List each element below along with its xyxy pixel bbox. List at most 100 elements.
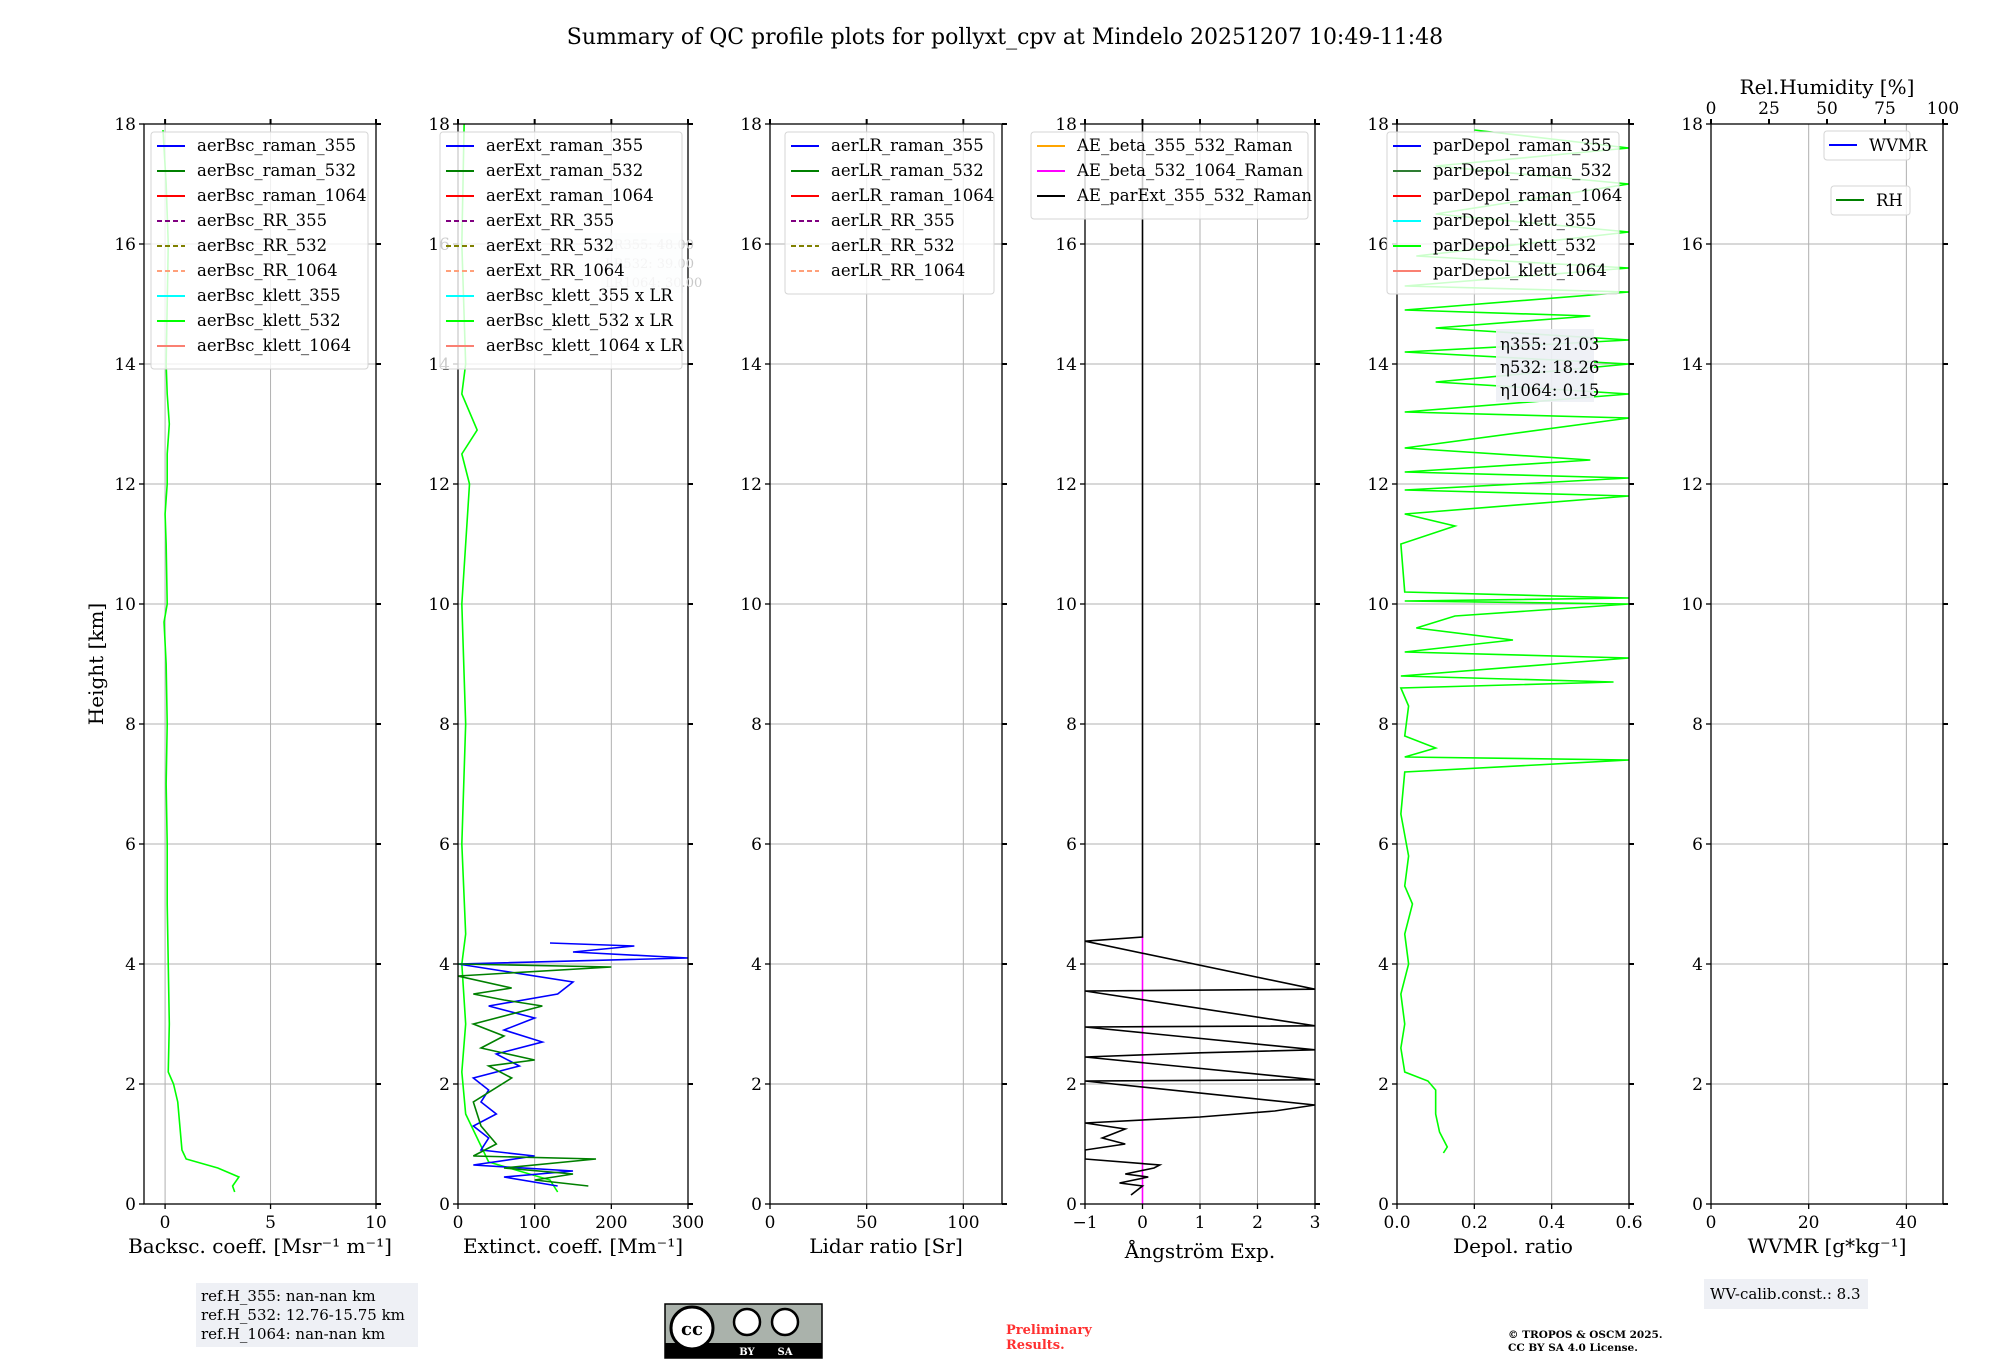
- y-tick-label: 10: [428, 595, 450, 615]
- series-line-AE_parExt_355_532_Raman: [1085, 124, 1315, 1196]
- y-tick-label: 14: [740, 355, 762, 375]
- legend-label: aerLR_RR_355: [831, 211, 955, 230]
- y-tick-label: 0: [751, 1195, 762, 1215]
- legend-label: AE_beta_355_532_Raman: [1076, 136, 1293, 155]
- y-tick-label: 6: [1066, 835, 1077, 855]
- y-axis-label: Height [km]: [84, 603, 108, 725]
- x2-axis-label: Rel.Humidity [%]: [1740, 75, 1915, 99]
- y-tick-label: 12: [428, 475, 450, 495]
- series-line-aerExt_raman_355: [458, 942, 688, 1187]
- ref-height-355: ref.H_355: nan-nan km: [201, 1287, 376, 1305]
- x-axis-label: WVMR [g*kg⁻¹]: [1748, 1234, 1907, 1258]
- panel-5: 0.0 0.2 0.4 0.6 0 2 4 6 8 10 12 14 16 18 Depol. ratio η…: [1367, 115, 1642, 1258]
- legend-label: aerBsc_RR_1064: [197, 261, 338, 280]
- series-group: [1399, 129, 1629, 1154]
- x-tick-label: 20: [1798, 1213, 1820, 1233]
- legend-label: aerExt_raman_355: [486, 136, 643, 155]
- legend-label: WVMR: [1869, 136, 1928, 155]
- axes-frame: [1396, 123, 1630, 1205]
- legend-label: aerLR_raman_532: [831, 161, 984, 180]
- x-tick-label: 1: [1195, 1213, 1206, 1233]
- y-tick-label: 6: [1378, 835, 1389, 855]
- x2-tick-label: 100: [1927, 99, 1959, 119]
- annotation-box: [1496, 329, 1594, 402]
- y-tick-label: 4: [1692, 955, 1703, 975]
- y-tick-label: 0: [1378, 1195, 1389, 1215]
- annotation-text: η1064: 0.15: [1500, 381, 1599, 400]
- y-tick-label: 18: [1367, 115, 1389, 135]
- by-attribution-icon: [732, 1307, 762, 1337]
- legend-box: [1830, 185, 1911, 216]
- y-tick-label: 10: [1367, 595, 1389, 615]
- y-tick-label: 8: [439, 715, 450, 735]
- series-group: [458, 124, 688, 1193]
- panel-1: 0 5 10 0 2 4 6 8 10 12 14 16 18 Backsc. coeff. [Msr⁻¹…: [114, 115, 392, 1258]
- y-tick-label: 6: [439, 835, 450, 855]
- legend-box: [1030, 131, 1309, 220]
- x-tick-label: 50: [856, 1213, 878, 1233]
- x-tick-label: 0.0: [1383, 1213, 1410, 1233]
- annotation-text: η355: 21.03: [1500, 335, 1599, 354]
- legend-label: parDepol_klett_532: [1433, 236, 1596, 255]
- legend-label: aerExt_raman_532: [486, 161, 643, 180]
- cc-by-sa-logo: cc BY SA: [664, 1303, 823, 1359]
- preliminary-line1: Preliminary: [1006, 1323, 1092, 1338]
- y-tick-label: 2: [439, 1075, 450, 1095]
- legend-label: aerExt_RR_355: [486, 211, 614, 230]
- x-tick-label: 0: [160, 1213, 171, 1233]
- y-tick-label: 6: [1692, 835, 1703, 855]
- x-tick-label: 0.2: [1461, 1213, 1488, 1233]
- y-tick-label: 2: [751, 1075, 762, 1095]
- legend-label: AE_parExt_355_532_Raman: [1076, 186, 1312, 205]
- legend-box: [1386, 131, 1620, 295]
- y-tick-label: 8: [1378, 715, 1389, 735]
- y-tick-label: 16: [114, 235, 136, 255]
- y-tick-label: 14: [1367, 355, 1389, 375]
- legend-label: aerExt_RR_1064: [486, 261, 625, 280]
- x-axis-label: Depol. ratio: [1453, 1234, 1573, 1258]
- x-axis-label: Extinct. coeff. [Mm⁻¹]: [463, 1234, 683, 1258]
- reference-heights-box: ref.H_355: nan-nan km ref.H_532: 12.76-1…: [196, 1283, 418, 1347]
- y-tick-label: 16: [1055, 235, 1077, 255]
- x-tick-label: 100: [947, 1213, 979, 1233]
- series-line-aerBsc_klett_532 x LR: [460, 124, 559, 1193]
- legend-box: [784, 131, 995, 295]
- y-tick-label: 4: [1378, 955, 1389, 975]
- x-tick-label: 0.4: [1538, 1213, 1565, 1233]
- legend-label: parDepol_raman_532: [1433, 161, 1612, 180]
- legend-label: aerBsc_klett_355 x LR: [486, 286, 673, 305]
- series-line-aerBsc_klett_532: [162, 129, 241, 1193]
- y-tick-label: 12: [1055, 475, 1077, 495]
- y-tick-label: 8: [125, 715, 136, 735]
- preliminary-line2: Results.: [1006, 1338, 1065, 1353]
- y-tick-label: 10: [1055, 595, 1077, 615]
- cc-sa-label: SA: [778, 1347, 793, 1358]
- y-tick-label: 12: [1367, 475, 1389, 495]
- y-tick-label: 6: [751, 835, 762, 855]
- axes-frame: [769, 123, 1003, 1205]
- figure-title: Summary of QC profile plots for pollyxt_…: [567, 25, 1443, 50]
- x-tick-label: 0: [453, 1213, 464, 1233]
- y-tick-label: 4: [1066, 955, 1077, 975]
- legend-label: aerBsc_raman_532: [197, 161, 356, 180]
- x-tick-label: 40: [1896, 1213, 1918, 1233]
- x-axis-label: Ångström Exp.: [1124, 1238, 1275, 1263]
- legend-label: aerBsc_klett_1064: [197, 336, 351, 355]
- legend-label: parDepol_klett_355: [1433, 211, 1596, 230]
- y-tick-label: 10: [1681, 595, 1703, 615]
- legend-label: aerLR_raman_1064: [831, 186, 994, 205]
- y-tick-label: 16: [740, 235, 762, 255]
- y-tick-label: 12: [1681, 475, 1703, 495]
- x-tick-label: 0: [765, 1213, 776, 1233]
- x-axis-label: Lidar ratio [Sr]: [809, 1234, 963, 1258]
- y-tick-label: 16: [1681, 235, 1703, 255]
- y-tick-label: 10: [740, 595, 762, 615]
- legend-label: AE_beta_532_1064_Raman: [1076, 161, 1303, 180]
- x2-tick-label: 25: [1758, 99, 1780, 119]
- x2-tick-label: 75: [1874, 99, 1896, 119]
- legend-label: aerBsc_raman_1064: [197, 186, 367, 205]
- y-tick-label: 0: [1066, 1195, 1077, 1215]
- ref-height-532: ref.H_532: 12.76-15.75 km: [201, 1306, 405, 1324]
